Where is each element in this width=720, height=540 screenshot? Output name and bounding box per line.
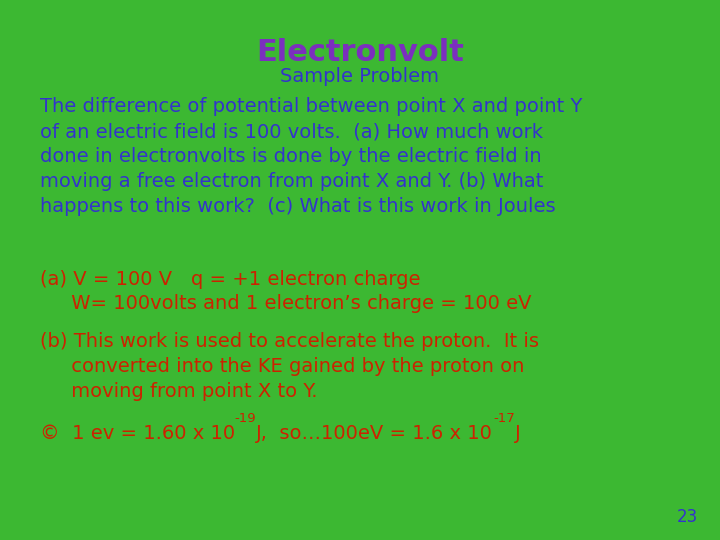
Text: J,  so…100eV = 1.6 x 10: J, so…100eV = 1.6 x 10 (256, 424, 493, 443)
Text: 23: 23 (677, 509, 698, 526)
Text: (a) V = 100 V   q = +1 electron charge: (a) V = 100 V q = +1 electron charge (40, 270, 420, 289)
Text: J: J (515, 424, 521, 443)
Text: Electronvolt: Electronvolt (256, 38, 464, 67)
Text: Sample Problem: Sample Problem (281, 68, 439, 86)
Text: -17: -17 (493, 412, 515, 425)
Text: ©  1 ev = 1.60 x 10: © 1 ev = 1.60 x 10 (40, 424, 235, 443)
Text: -19: -19 (235, 412, 256, 425)
Text: W= 100volts and 1 electron’s charge = 100 eV: W= 100volts and 1 electron’s charge = 10… (40, 294, 531, 313)
Text: The difference of potential between point X and point Y
of an electric field is : The difference of potential between poin… (40, 97, 582, 216)
Text: (b) This work is used to accelerate the proton.  It is
     converted into the K: (b) This work is used to accelerate the … (40, 332, 539, 401)
